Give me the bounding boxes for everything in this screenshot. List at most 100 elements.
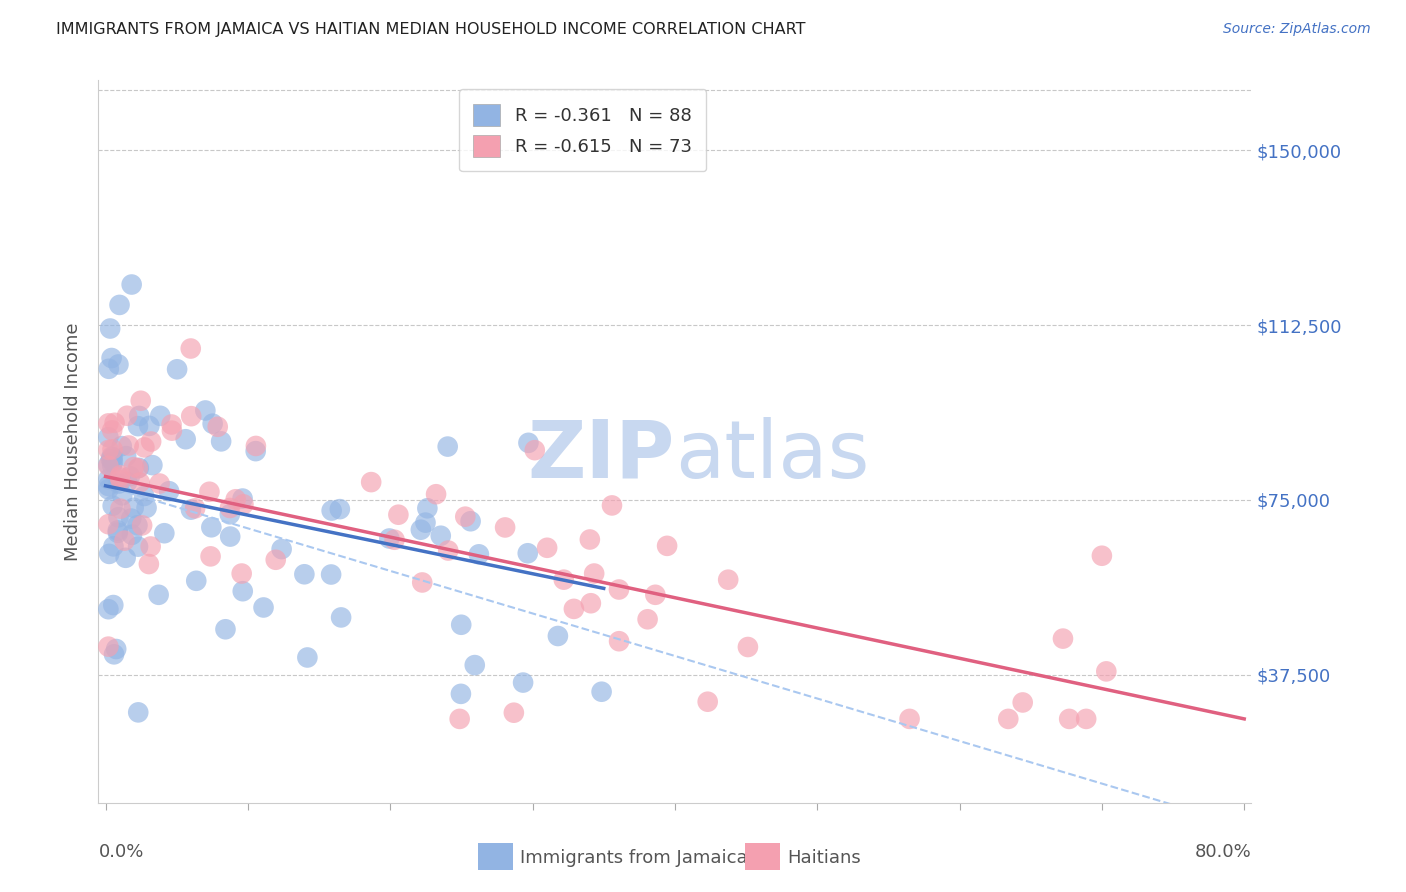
Point (460, 514, 482, 528)
Point (579, 533, 602, 547)
Point (607, 634, 630, 648)
Point (100, 452, 122, 467)
Point (180, 409, 202, 424)
Point (321, 503, 343, 517)
Point (160, 417, 183, 432)
Point (180, 502, 202, 516)
Text: 80.0%: 80.0% (1195, 843, 1251, 861)
Point (101, 450, 124, 465)
Point (184, 501, 207, 516)
Point (1057, 712, 1080, 726)
Point (517, 435, 540, 450)
Point (232, 584, 254, 599)
Point (98, 547, 121, 561)
Point (108, 470, 131, 484)
Text: Immigrants from Jamaica: Immigrants from Jamaica (520, 849, 748, 867)
Point (330, 610, 353, 624)
Point (149, 476, 172, 491)
Point (502, 706, 524, 720)
Point (591, 684, 613, 698)
Point (425, 487, 447, 501)
Point (1052, 632, 1074, 646)
Point (97, 602, 120, 616)
Point (107, 510, 129, 524)
Point (128, 409, 150, 423)
Point (218, 508, 240, 522)
Point (120, 511, 142, 525)
Point (101, 424, 124, 438)
Point (232, 491, 254, 506)
Point (111, 488, 134, 502)
Point (139, 540, 162, 554)
Point (139, 434, 162, 449)
Point (562, 602, 585, 616)
Point (1095, 665, 1118, 679)
Point (104, 416, 127, 430)
Point (411, 575, 433, 590)
Point (108, 476, 131, 491)
Point (107, 358, 129, 372)
Point (450, 617, 472, 632)
Point (138, 418, 160, 433)
Point (1076, 712, 1098, 726)
Point (416, 501, 439, 516)
Point (997, 712, 1019, 726)
Point (297, 650, 319, 665)
Point (186, 574, 208, 588)
Point (387, 508, 409, 522)
Point (115, 449, 138, 463)
Point (128, 460, 150, 475)
Point (121, 528, 143, 542)
Point (97, 458, 120, 472)
Point (97, 430, 120, 444)
Point (131, 518, 153, 533)
Point (122, 500, 145, 515)
Point (127, 419, 149, 434)
Point (214, 622, 236, 636)
Point (122, 460, 145, 475)
Point (166, 362, 188, 376)
Point (157, 484, 180, 499)
Point (97, 517, 120, 532)
Point (360, 475, 382, 489)
Point (127, 540, 149, 554)
Point (108, 298, 131, 312)
Point (128, 475, 150, 490)
Point (127, 706, 149, 720)
Point (449, 712, 471, 726)
Point (110, 473, 132, 487)
Point (512, 675, 534, 690)
Point (464, 658, 486, 673)
Point (252, 600, 274, 615)
Point (329, 502, 352, 516)
Point (121, 277, 143, 292)
Point (553, 573, 575, 587)
Point (219, 530, 242, 544)
Point (110, 501, 132, 516)
Point (110, 468, 132, 483)
Point (1091, 549, 1114, 563)
Point (135, 500, 157, 515)
Point (101, 499, 124, 513)
Point (101, 442, 124, 457)
Text: Source: ZipAtlas.com: Source: ZipAtlas.com (1223, 22, 1371, 37)
Point (107, 525, 129, 540)
Point (429, 529, 451, 543)
Point (384, 533, 406, 547)
Point (97, 361, 120, 376)
Text: 0.0%: 0.0% (98, 843, 143, 861)
Point (454, 509, 477, 524)
Point (97, 417, 120, 431)
Point (547, 629, 569, 643)
Point (321, 567, 343, 582)
Point (97, 483, 120, 497)
Point (409, 523, 432, 537)
Point (114, 533, 136, 548)
Point (200, 520, 222, 534)
Point (98, 321, 121, 335)
Point (717, 573, 740, 587)
Point (103, 648, 125, 662)
Point (198, 484, 221, 499)
Point (437, 543, 460, 558)
Point (245, 439, 267, 453)
